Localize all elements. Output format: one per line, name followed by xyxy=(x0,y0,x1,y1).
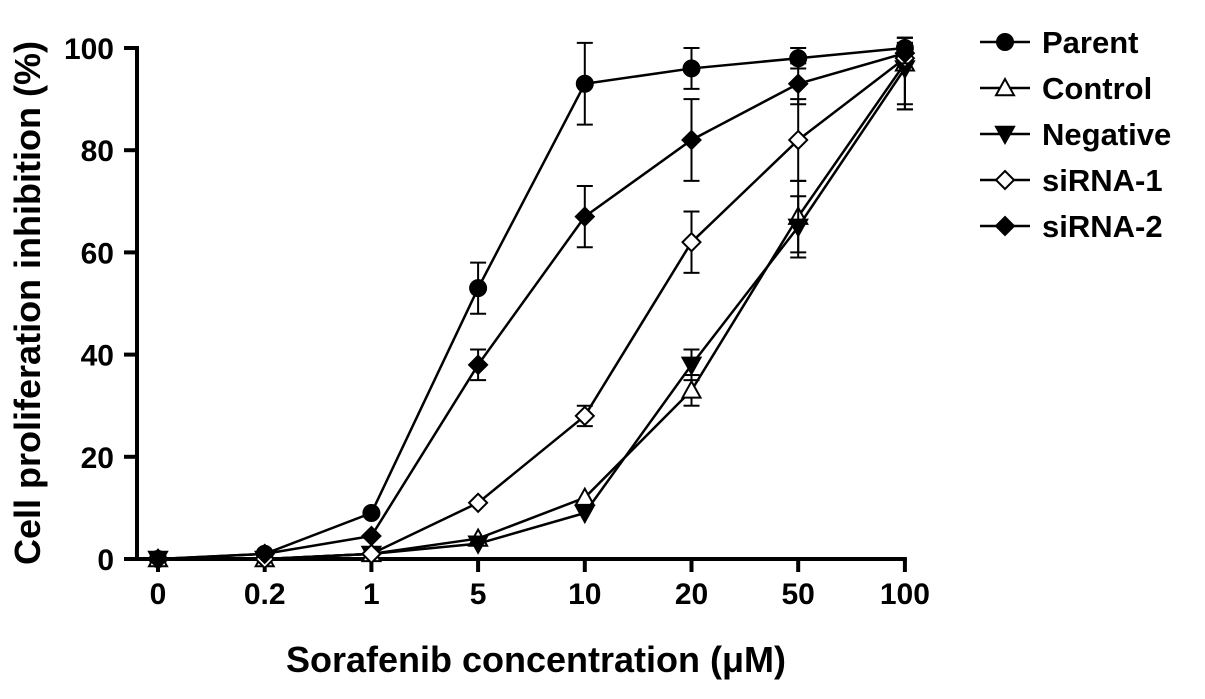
x-axis-title: Sorafenib concentration (μM) xyxy=(286,639,786,680)
legend-label: Control xyxy=(1042,71,1152,106)
legend-label: siRNA-1 xyxy=(1042,163,1163,198)
y-tick-label: 80 xyxy=(81,135,114,168)
data-point xyxy=(362,504,381,523)
x-tick-label: 50 xyxy=(782,578,815,611)
x-tick-label: 0.2 xyxy=(244,578,286,611)
legend-label: siRNA-2 xyxy=(1042,209,1163,244)
series-sirna-1 xyxy=(147,36,916,570)
data-point xyxy=(469,279,488,298)
series-sirna-2 xyxy=(147,41,916,570)
x-tick-label: 100 xyxy=(880,578,930,611)
x-tick-label: 20 xyxy=(675,578,708,611)
legend-marker xyxy=(994,169,1016,191)
data-point xyxy=(574,206,596,228)
legend-item-sirna-2: siRNA-2 xyxy=(980,209,1163,244)
legend-marker xyxy=(994,125,1016,146)
x-tick-label: 0 xyxy=(150,578,167,611)
data-point xyxy=(467,535,489,555)
y-axis-title: Cell proliferation inhibition (%) xyxy=(7,41,48,565)
data-point xyxy=(894,42,916,64)
data-point xyxy=(681,231,702,253)
data-point xyxy=(574,405,596,427)
legend-marker xyxy=(994,215,1016,237)
legend-item-sirna-1: siRNA-1 xyxy=(980,163,1163,198)
y-tick-label: 40 xyxy=(81,340,114,373)
data-point xyxy=(682,59,701,78)
data-point xyxy=(680,356,703,376)
legend-item-control: Control xyxy=(980,71,1152,106)
x-tick-label: 1 xyxy=(363,578,380,611)
data-point xyxy=(787,73,809,95)
data-point xyxy=(680,379,703,399)
y-tick-label: 100 xyxy=(64,33,114,66)
data-point xyxy=(254,543,276,565)
x-tick-label: 5 xyxy=(470,578,487,611)
data-point xyxy=(467,492,489,514)
y-tick-label: 0 xyxy=(97,544,114,577)
legend-item-negative: Negative xyxy=(980,117,1171,152)
data-point xyxy=(787,129,809,151)
legend: Parent Control Negative siRNA-1 siRNA-2 xyxy=(980,25,1171,244)
y-tick-label: 20 xyxy=(81,442,114,475)
data-point xyxy=(681,129,702,151)
series-line xyxy=(158,57,906,561)
y-tick-label: 60 xyxy=(81,237,114,270)
data-point xyxy=(147,548,169,570)
data-point xyxy=(575,74,594,93)
x-tick-label: 10 xyxy=(568,578,601,611)
legend-label: Parent xyxy=(1042,25,1138,60)
series-layer xyxy=(147,36,916,571)
series-line xyxy=(157,51,906,561)
legend-marker xyxy=(996,33,1014,51)
data-point xyxy=(467,354,489,376)
legend-item-parent: Parent xyxy=(980,25,1138,60)
legend-marker xyxy=(994,76,1016,97)
data-point xyxy=(360,543,382,565)
data-point xyxy=(574,504,596,525)
legend-label: Negative xyxy=(1042,117,1171,152)
data-point xyxy=(787,218,809,238)
series-line xyxy=(157,46,906,561)
axes: 0 20 40 60 80 100 0 0.2 1 5 10 20 50 100 xyxy=(64,33,930,611)
data-point xyxy=(360,525,382,547)
